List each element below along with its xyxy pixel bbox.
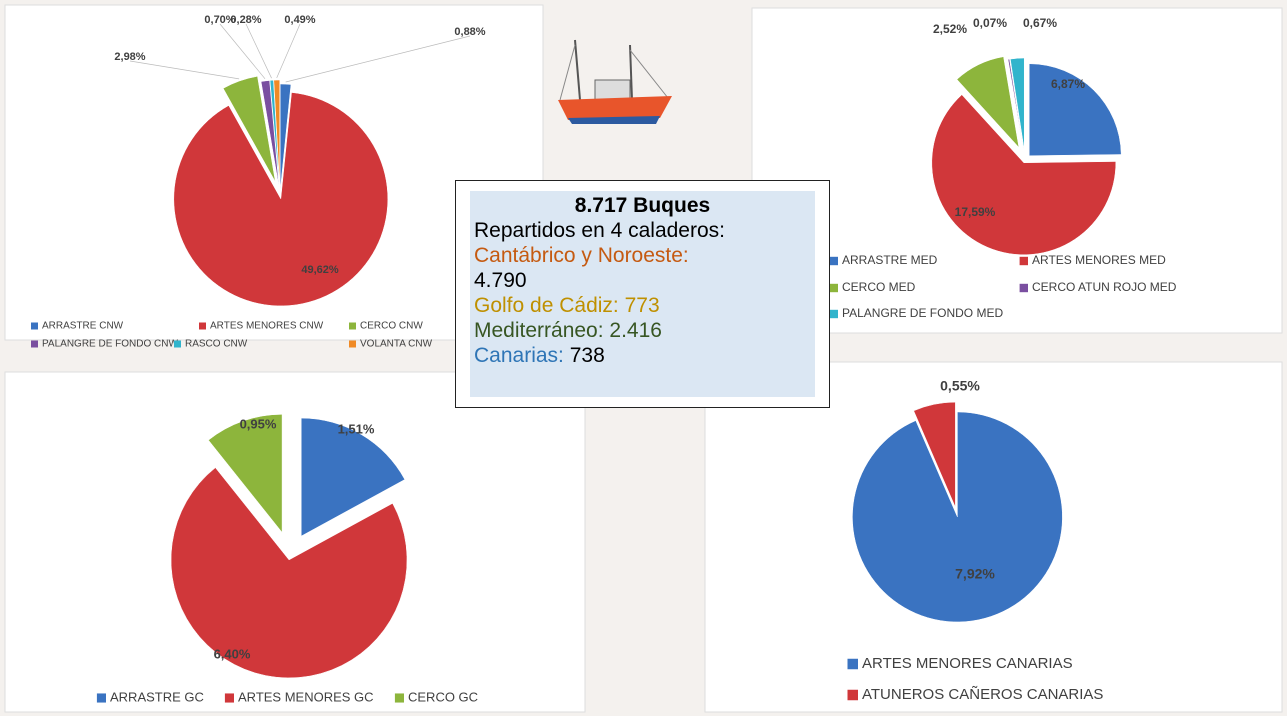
info-box: 8.717 Buques Repartidos en 4 caladeros: …: [455, 180, 830, 408]
legend-label: ATUNEROS CAÑEROS CANARIAS: [862, 686, 1103, 703]
legend-swatch: [1019, 256, 1028, 266]
legend-label: CERCO MED: [842, 280, 916, 294]
legend-swatch: [829, 256, 838, 266]
pie-slice: [913, 401, 956, 508]
legend-swatch: [1019, 283, 1028, 293]
legend-label: PALANGRE DE FONDO MED: [842, 306, 1003, 320]
pie-slice: [269, 79, 280, 188]
pie-slice: [173, 92, 389, 307]
data-label: 0,07%: [973, 16, 1007, 30]
pie-slice: [1028, 63, 1122, 156]
pie-slice: [260, 80, 280, 188]
legend-label: ARRASTRE CNW: [42, 321, 124, 332]
info-content: 8.717 Buques Repartidos en 4 caladeros: …: [470, 191, 815, 397]
data-label: 2,98%: [114, 51, 145, 63]
info-line: Cantábrico y Noroeste: 4.790: [474, 243, 811, 293]
legend-label: RASCO CNW: [185, 339, 248, 350]
pie-slice: [279, 83, 292, 192]
legend-swatch: [394, 693, 404, 703]
data-label: 17,59%: [955, 205, 996, 219]
boat-icon: [558, 39, 672, 124]
info-value: 2.416: [609, 319, 662, 342]
data-label: 0,67%: [1023, 16, 1057, 30]
legend-label: PALANGRE DE FONDO CNW: [42, 339, 178, 350]
legend-label: CERCO GC: [408, 689, 478, 704]
data-label: 7,92%: [955, 566, 995, 582]
legend-label: ARTES MENORES MED: [1032, 253, 1166, 267]
leader-line: [276, 23, 301, 79]
pie-slice: [170, 467, 408, 679]
pie-slice: [1010, 57, 1025, 151]
info-label: Canarias:: [474, 344, 564, 367]
legend-swatch: [349, 340, 356, 348]
legend-label: ARTES MENORES CNW: [210, 321, 324, 332]
data-label: 0,88%: [454, 26, 485, 38]
info-value: 738: [569, 344, 605, 367]
info-title: 8.717 Buques: [574, 194, 711, 217]
data-label: 0,70%: [204, 14, 235, 26]
pie-slice: [222, 76, 276, 182]
pie-slice: [1007, 58, 1024, 151]
info-subtitle: Repartidos en 4 caladeros:: [474, 219, 725, 242]
info-value: 773: [624, 294, 660, 317]
leader-line: [219, 23, 266, 80]
legend-label: CERCO CNW: [360, 321, 423, 332]
legend-swatch: [847, 689, 858, 701]
data-label: 0,95%: [240, 416, 277, 431]
legend-swatch: [199, 322, 206, 330]
leader-line: [129, 60, 240, 80]
data-label: 6,87%: [1051, 77, 1085, 91]
legend-label: ARTES MENORES GC: [238, 689, 374, 704]
data-label: 0,55%: [940, 378, 980, 394]
pie-slice: [931, 94, 1117, 255]
legend-label: ARRASTRE GC: [110, 689, 204, 704]
legend-swatch: [349, 322, 356, 330]
panel: [4, 371, 586, 713]
data-label: 1,51%: [338, 421, 375, 436]
data-label: 0,28%: [230, 14, 261, 26]
info-label: Mediterráneo:: [474, 319, 604, 342]
legend-swatch: [174, 340, 181, 348]
legend-swatch: [829, 309, 838, 319]
info-line: Golfo de Cádiz: 773: [474, 293, 811, 318]
pie-slice: [273, 79, 281, 188]
leader-line: [285, 35, 471, 83]
data-label: 0,49%: [284, 14, 315, 26]
leader-line: [245, 23, 272, 79]
legend-label: CERCO ATUN ROJO MED: [1032, 280, 1177, 294]
info-line: Canarias: 738: [474, 343, 811, 368]
legend-label: VOLANTA CNW: [360, 339, 433, 350]
info-label: Cantábrico y Noroeste:: [474, 244, 689, 267]
legend-swatch: [847, 658, 858, 670]
legend-swatch: [96, 693, 106, 703]
data-label: 2,52%: [933, 22, 967, 36]
data-label: 49,62%: [301, 264, 339, 276]
legend-swatch: [224, 693, 234, 703]
legend-label: ARTES MENORES CANARIAS: [862, 655, 1073, 672]
info-label: Golfo de Cádiz:: [474, 294, 619, 317]
legend-swatch: [31, 340, 38, 348]
legend-swatch: [31, 322, 38, 330]
legend-swatch: [829, 283, 838, 293]
pie-slice: [852, 411, 1063, 623]
pie-slice: [300, 417, 406, 537]
pie-slice: [208, 414, 283, 534]
pie-slice: [956, 56, 1020, 149]
data-label: 6,40%: [214, 646, 251, 661]
info-value: 4.790: [474, 269, 527, 292]
legend-label: ARRASTRE MED: [842, 253, 938, 267]
info-line: Mediterráneo: 2.416: [474, 318, 811, 343]
